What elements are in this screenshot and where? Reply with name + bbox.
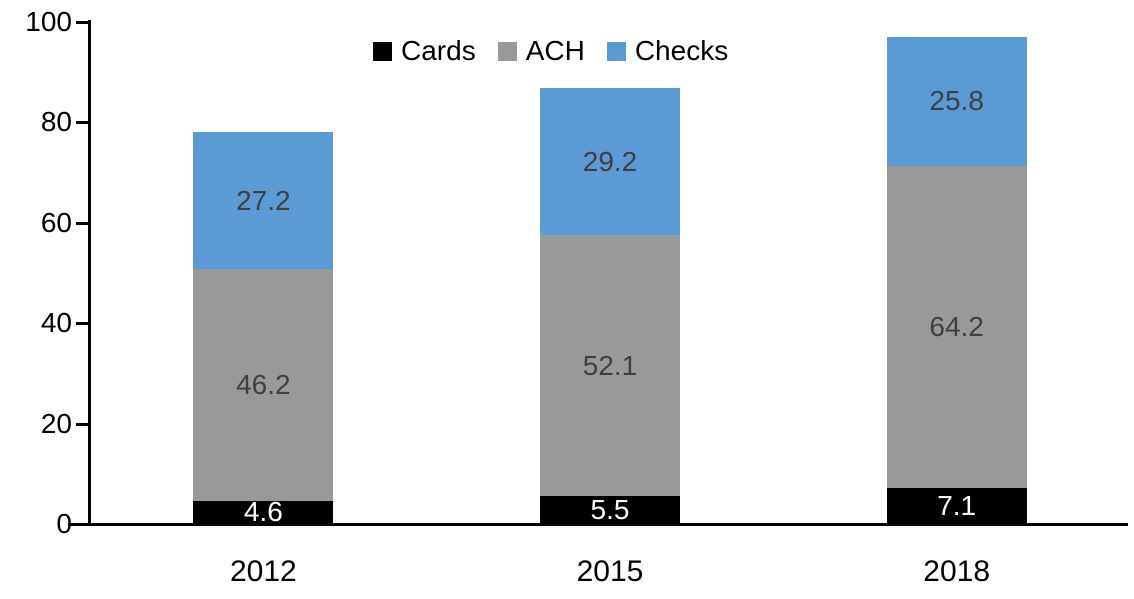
y-tick-mark [76,21,90,24]
y-tick-label: 20 [40,407,72,439]
segment-value-label: 5.5 [590,494,630,526]
legend-swatch-icon [373,41,392,61]
y-tick-mark [76,422,90,426]
segment-value-label: 25.8 [929,85,984,117]
segment-value-label: 64.2 [929,311,984,343]
legend-item-cards: Cards [373,36,476,66]
y-tick-label: 100 [25,6,72,37]
bar-segment-cards-2012: 4.6 [193,496,334,528]
bar-segment-checks-2012: 27.2 [193,132,334,269]
y-axis-line [88,20,91,526]
y-tick-mark [76,523,90,526]
bar-segment-ach-2018: 64.2 [886,166,1027,489]
bar-segment-ach-2015: 52.1 [540,234,680,497]
segment-value-label: 29.2 [582,145,638,177]
bar-segment-checks-2018: 25.8 [886,36,1027,167]
y-tick-label: 40 [40,307,72,339]
segment-value-label: 4.6 [243,496,283,528]
y-tick-label: 0 [56,508,72,539]
bar-segment-cards-2015: 5.5 [540,496,680,524]
legend-item-ach: ACH [497,35,585,66]
bar-segment-checks-2015: 29.2 [540,88,680,235]
segment-value-label: 52.1 [582,349,638,381]
legend-item-checks: Checks [606,35,729,66]
legend: Cards ACH Checks [373,36,728,66]
segment-value-label: 27.2 [236,184,291,216]
y-tick-mark [76,121,90,125]
legend-label: ACH [525,35,585,66]
x-tick-label: 2015 [576,555,644,588]
x-tick-label: 2012 [229,555,297,588]
x-tick-label: 2018 [923,555,991,588]
x-axis-line [68,523,1128,526]
y-tick-label: 60 [40,206,72,238]
segment-value-label: 7.1 [937,490,977,522]
legend-label: Checks [634,35,729,66]
segment-value-label: 46.2 [236,368,291,400]
y-tick-mark [76,221,90,225]
legend-swatch-icon [606,41,626,61]
legend-swatch-icon [497,41,517,61]
y-tick-label: 80 [40,106,72,138]
y-tick-mark [76,322,90,326]
bar-segment-cards-2018: 7.1 [886,488,1027,524]
legend-label: Cards [401,35,476,66]
bar-segment-ach-2012: 46.2 [193,268,334,501]
